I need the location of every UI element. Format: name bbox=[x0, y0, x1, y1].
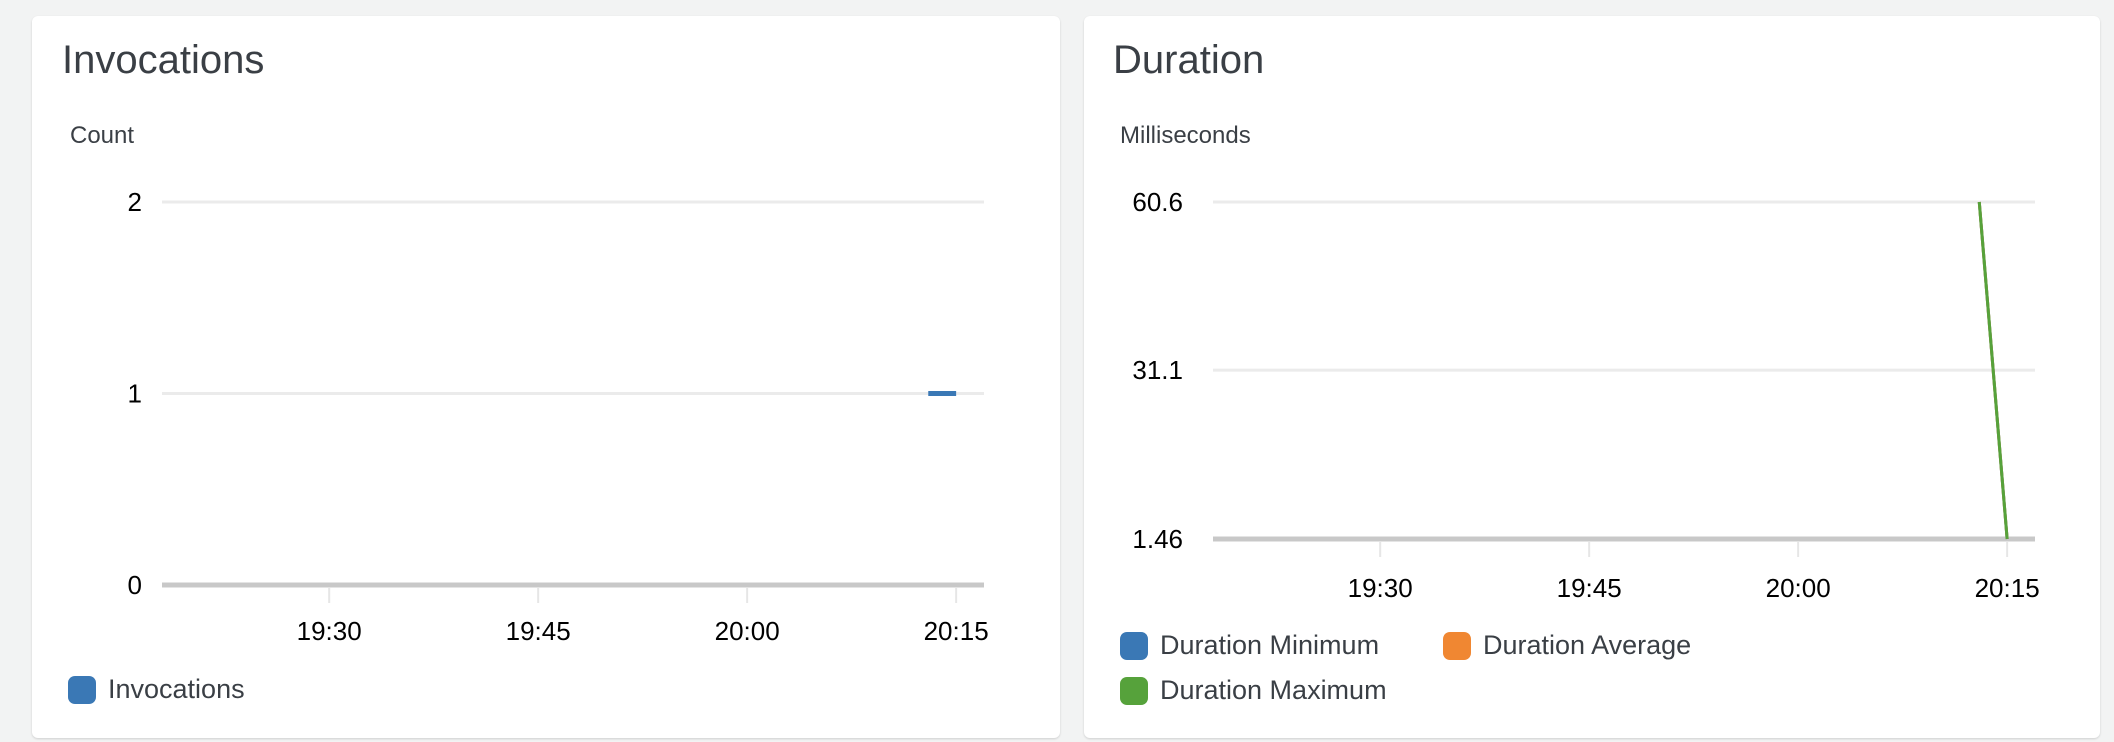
y-tick-label: 31.1 bbox=[1132, 355, 1183, 385]
series-line-duration-maximum bbox=[1977, 201, 2009, 540]
legend-label: Invocations bbox=[108, 674, 245, 704]
legend-swatch bbox=[1120, 676, 1148, 705]
legend-label: Duration Maximum bbox=[1160, 675, 1387, 705]
y-tick-label: 1.46 bbox=[1132, 524, 1183, 554]
y-tick-label: 1 bbox=[128, 379, 142, 409]
invocations-unit-label: Count bbox=[70, 122, 135, 149]
legend-swatch bbox=[1120, 631, 1148, 660]
legend-item-duration-maximum[interactable]: Duration Maximum bbox=[1120, 675, 1387, 706]
x-tick-label: 19:45 bbox=[506, 616, 571, 646]
duration-panel bbox=[1084, 16, 2100, 738]
x-tick-label: 19:45 bbox=[1557, 573, 1622, 603]
x-tick-label: 20:00 bbox=[715, 616, 780, 646]
duration-title: Duration bbox=[1113, 38, 1265, 82]
legend-item-duration-minimum[interactable]: Duration Minimum bbox=[1120, 630, 1379, 661]
legend-label: Duration Average bbox=[1483, 630, 1692, 660]
x-tick-label: 19:30 bbox=[1348, 573, 1413, 603]
invocations-panel bbox=[32, 16, 1060, 738]
y-tick-label: 60.6 bbox=[1132, 187, 1183, 217]
invocations-title: Invocations bbox=[62, 38, 265, 82]
legend-swatch bbox=[68, 675, 96, 704]
y-tick-label: 0 bbox=[128, 570, 142, 600]
legend-item-invocations[interactable]: Invocations bbox=[68, 674, 245, 705]
y-tick-label: 2 bbox=[128, 187, 142, 217]
legend-label: Duration Minimum bbox=[1160, 630, 1380, 660]
legend-swatch bbox=[1443, 631, 1471, 660]
x-tick-label: 19:30 bbox=[297, 616, 362, 646]
duration-unit-label: Milliseconds bbox=[1120, 122, 1251, 149]
legend-item-duration-average[interactable]: Duration Average bbox=[1443, 630, 1691, 661]
x-tick-label: 20:15 bbox=[1975, 573, 2040, 603]
x-tick-label: 20:15 bbox=[924, 616, 989, 646]
x-tick-label: 20:00 bbox=[1766, 573, 1831, 603]
